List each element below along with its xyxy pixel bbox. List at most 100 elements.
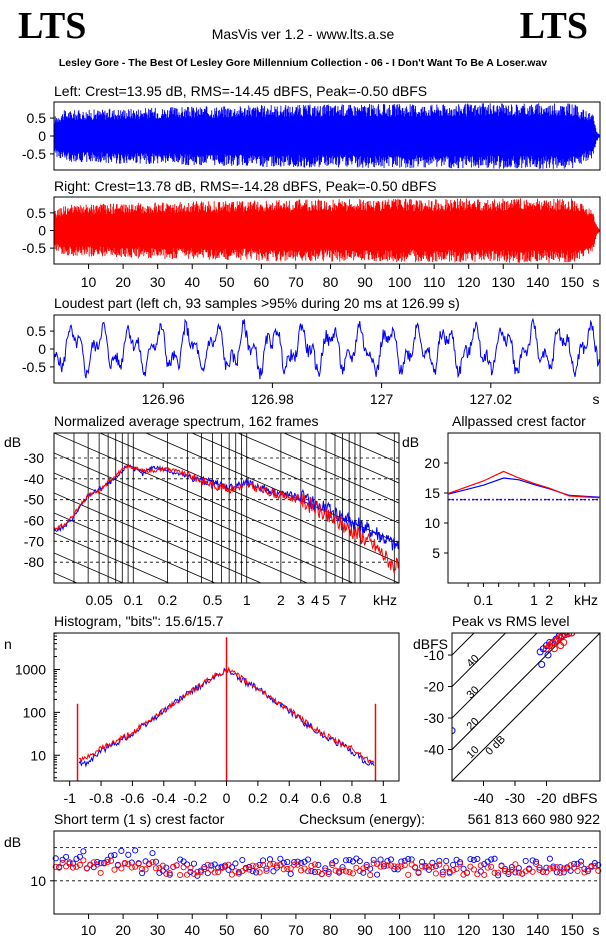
- short-term-crest-point-left: [505, 870, 512, 878]
- short-term-crest-point-right: [183, 871, 191, 878]
- short-term-crest-point-right: [339, 867, 346, 874]
- spectrum-xtick-label: 4: [311, 592, 319, 608]
- short-term-crest-point-right: [588, 864, 595, 871]
- short-term-crest-point-right: [311, 861, 318, 868]
- peak-vs-rms-xtick-label: -20: [536, 790, 556, 806]
- spectrum-slope: [54, 472, 309, 583]
- short-term-crest-point-left: [63, 853, 70, 860]
- short-term-crest-point-right: [405, 871, 412, 878]
- short-term-crest-point-right: [104, 859, 111, 866]
- short-term-crest-point-right: [422, 864, 429, 871]
- short-term-crest-point-right: [512, 861, 519, 868]
- logo-right: LTS: [519, 5, 588, 47]
- short-term-crest-point-right: [187, 864, 194, 872]
- short-term-crest-point-right: [342, 868, 350, 875]
- short-term-crest-point-left: [584, 868, 591, 875]
- right-waveform-xtick-label: 150: [561, 274, 585, 290]
- short-term-crest-point-right: [574, 867, 581, 874]
- short-term-crest-point-left: [211, 861, 218, 868]
- short-term-crest-point-left: [349, 858, 356, 865]
- short-term-crest-point-left: [467, 856, 474, 863]
- short-term-crest-point-left: [163, 864, 170, 871]
- short-term-crest-point-left: [263, 865, 270, 872]
- short-term-crest-xtick-label: 70: [288, 922, 304, 938]
- short-term-crest-point-left: [577, 858, 585, 865]
- short-term-crest-point-right: [73, 863, 80, 870]
- histogram-xtick-label: -0.4: [152, 790, 176, 806]
- short-term-crest-point-left: [190, 860, 198, 867]
- short-term-crest-point-right: [128, 864, 135, 871]
- left-waveform-ytick-label: 0: [38, 128, 46, 144]
- peak-vs-rms-point-right: [561, 633, 569, 639]
- right-waveform-xtick-label: 10: [81, 274, 97, 290]
- short-term-crest-point-left: [132, 847, 139, 854]
- short-term-crest-point-right: [501, 867, 509, 874]
- spectrum-xtick-label: 3: [297, 592, 305, 608]
- short-term-crest-point-right: [142, 866, 149, 873]
- allpassed-crest-frame: [447, 432, 601, 584]
- short-term-crest-point-left: [533, 858, 540, 865]
- right-waveform-xtick-label: 40: [184, 274, 200, 290]
- short-term-crest-point-left: [546, 855, 553, 862]
- short-term-crest-point-right: [145, 861, 153, 868]
- short-term-crest-point-right: [159, 862, 166, 869]
- histogram-ytick-label: 1000: [15, 661, 46, 677]
- loudest-part-ytick-label: 0: [38, 341, 46, 357]
- short-term-crest-point-left: [439, 869, 446, 876]
- peak-vs-rms-diagonal: [452, 633, 600, 781]
- spectrum-ytick-label: -50: [24, 492, 44, 508]
- loudest-part-ytick-label: -0.5: [22, 359, 46, 375]
- short-term-crest-point-right: [273, 862, 280, 869]
- short-term-crest-point-right: [166, 870, 173, 877]
- short-term-crest-point-right: [249, 862, 256, 869]
- histogram-ytick-label: 100: [23, 704, 47, 720]
- loudest-part-title: Loudest part (left ch, 93 samples >95% d…: [54, 295, 460, 311]
- histogram-xtick-label: 0: [223, 790, 231, 806]
- short-term-crest-point-right: [515, 869, 522, 876]
- short-term-crest-point-right: [263, 867, 270, 874]
- short-term-crest-point-right: [294, 861, 301, 868]
- short-term-crest-point-right: [446, 870, 453, 877]
- short-term-crest-point-left: [460, 865, 467, 872]
- short-term-crest-point-left: [380, 863, 388, 870]
- short-term-crest-point-right: [398, 863, 405, 870]
- short-term-crest-point-left: [367, 865, 374, 872]
- short-term-crest-point-right: [197, 869, 204, 876]
- short-term-crest-point-left: [104, 856, 111, 863]
- short-term-crest-point-left: [595, 861, 602, 869]
- spectrum-slope: [54, 552, 125, 583]
- short-term-crest-title: Short term (1 s) crest factor: [54, 811, 225, 827]
- short-term-crest-point-left: [266, 856, 274, 863]
- allpassed-crest-title: Allpassed crest factor: [452, 413, 586, 429]
- short-term-crest-point-right: [69, 864, 77, 871]
- short-term-crest-point-left: [474, 855, 481, 862]
- histogram-xtick-label: 0.4: [279, 790, 299, 806]
- short-term-crest-point-right: [204, 861, 211, 868]
- short-term-crest-point-right: [315, 868, 322, 876]
- spectrum-xtick-label: 0.2: [158, 592, 178, 608]
- spectrum-slope: [190, 433, 399, 524]
- short-term-crest-point-left: [394, 866, 401, 873]
- short-term-crest-point-left: [294, 858, 301, 865]
- short-term-crest-point-right: [256, 869, 263, 876]
- short-term-crest-xunit: s: [593, 922, 600, 938]
- histogram-xtick-label: -0.2: [183, 790, 207, 806]
- short-term-crest-point-left: [177, 856, 184, 863]
- short-term-crest-xtick-label: 150: [561, 922, 585, 938]
- short-term-crest-point-left: [69, 860, 77, 867]
- short-term-crest-xtick-label: 130: [492, 922, 516, 938]
- left-waveform-title: Left: Crest=13.95 dB, RMS=-14.45 dBFS, P…: [54, 83, 427, 99]
- short-term-crest-point-right: [194, 868, 201, 876]
- short-term-crest-point-left: [342, 857, 350, 864]
- histogram-xtick-label: 0.2: [248, 790, 268, 806]
- short-term-crest-point-left: [550, 863, 557, 870]
- short-term-crest-point-right: [260, 861, 267, 868]
- short-term-crest-point-right: [346, 869, 353, 876]
- short-term-crest-point-right: [170, 863, 177, 870]
- loudest-part-xtick-label: 127: [370, 391, 394, 407]
- loudest-part-signal: [53, 317, 601, 380]
- spectrum-slope: [54, 433, 399, 583]
- right-waveform-xtick-label: 20: [115, 274, 131, 290]
- short-term-crest-point-right: [560, 865, 567, 872]
- short-term-crest-point-right: [564, 865, 571, 872]
